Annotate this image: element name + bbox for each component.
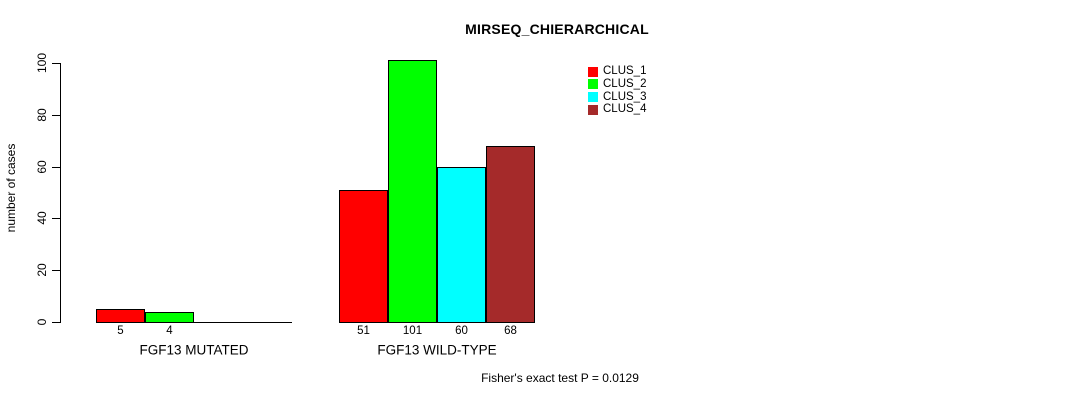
bar-CLUS_1 (96, 309, 145, 323)
y-tick-label: 40 (35, 211, 49, 225)
legend-label: CLUS_2 (603, 77, 647, 90)
y-tick (52, 167, 60, 168)
y-tick-label: 80 (35, 108, 49, 122)
bar-value-label: 60 (455, 325, 468, 337)
bar-value-label: 101 (402, 325, 423, 337)
bar-value-label: 5 (117, 325, 124, 337)
legend-swatch-CLUS_3 (588, 92, 598, 102)
bar-value-label: 4 (166, 325, 173, 337)
y-tick (52, 63, 60, 64)
group-label: FGF13 WILD-TYPE (377, 342, 497, 358)
bar-value-label: 51 (357, 325, 370, 337)
bar-CLUS_4 (486, 146, 535, 323)
bar-CLUS_2 (388, 60, 437, 323)
y-tick (52, 322, 60, 323)
legend-row: CLUS_3 (588, 90, 647, 103)
y-axis-line (60, 63, 61, 323)
y-axis-label: number of cases (4, 143, 18, 233)
legend-label: CLUS_4 (603, 103, 647, 116)
y-tick-label: 20 (35, 263, 49, 277)
legend-row: CLUS_2 (588, 77, 647, 90)
legend-label: CLUS_3 (603, 90, 647, 103)
legend-swatch-CLUS_1 (588, 66, 598, 77)
y-tick-label: 0 (35, 318, 49, 326)
y-tick-label: 100 (35, 52, 49, 74)
bar-CLUS_2 (145, 312, 194, 323)
y-tick (52, 270, 60, 271)
y-tick-label: 60 (35, 160, 49, 174)
bar-CLUS_3 (437, 167, 486, 323)
legend-swatch-CLUS_2 (588, 79, 598, 90)
y-tick (52, 115, 60, 116)
chart-title: MIRSEQ_CHIERARCHICAL (465, 21, 649, 37)
fisher-test-annotation: Fisher's exact test P = 0.0129 (481, 371, 639, 385)
group-label: FGF13 MUTATED (139, 342, 249, 358)
legend-row: CLUS_4 (588, 104, 646, 115)
bar-value-label: 68 (504, 325, 517, 337)
legend-swatch-CLUS_4 (588, 104, 598, 115)
legend-row: CLUS_1 (588, 65, 647, 77)
group-baseline (96, 322, 292, 323)
legend-label: CLUS_1 (603, 65, 647, 77)
y-tick (52, 218, 60, 219)
bar-CLUS_1 (339, 190, 388, 323)
